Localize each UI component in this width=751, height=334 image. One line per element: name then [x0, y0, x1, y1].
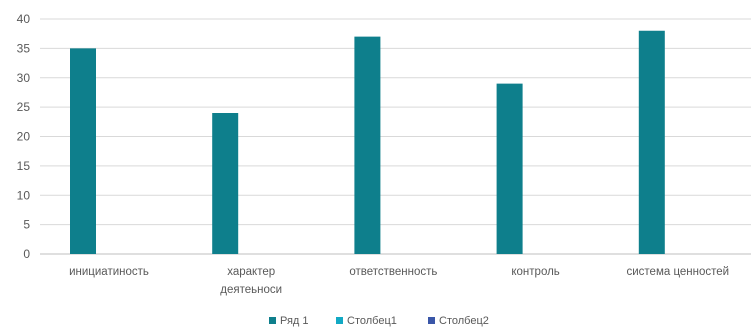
legend-label: Ряд 1	[280, 315, 309, 327]
y-tick-label: 5	[23, 218, 30, 232]
bars	[70, 30, 665, 254]
bar	[496, 83, 523, 254]
x-tick-label: инициатиность	[69, 266, 149, 278]
y-tick-label: 10	[17, 188, 31, 202]
bar	[354, 36, 381, 254]
bar	[638, 30, 665, 254]
x-tick-label: система ценностей	[626, 266, 729, 278]
bar	[212, 113, 239, 254]
gridlines	[40, 18, 751, 255]
y-tick-label: 30	[17, 71, 31, 85]
legend-swatch	[428, 317, 435, 324]
x-tick-label: характер	[227, 266, 275, 278]
y-tick-label: 15	[17, 159, 31, 173]
bar	[70, 48, 96, 254]
y-tick-label: 20	[17, 130, 31, 144]
y-axis-ticks: 0 5 10 15 20 25 30 35 40	[17, 12, 31, 261]
legend-swatch	[336, 317, 343, 324]
legend-label: Столбец2	[439, 315, 489, 327]
y-tick-label: 35	[17, 41, 31, 55]
legend-label: Столбец1	[347, 315, 397, 327]
x-tick-label: ответственность	[349, 266, 437, 278]
y-tick-label: 40	[17, 12, 31, 26]
y-tick-label: 25	[17, 100, 31, 114]
legend-swatch	[269, 317, 276, 324]
x-axis-labels: инициатиность характер деятеьноси ответстве…	[69, 266, 729, 296]
x-tick-label: контроль	[511, 266, 559, 278]
y-tick-label: 0	[23, 247, 30, 261]
legend: Ряд 1 Столбец1 Столбец2	[269, 315, 489, 327]
x-tick-label: деятеьноси	[220, 284, 282, 296]
